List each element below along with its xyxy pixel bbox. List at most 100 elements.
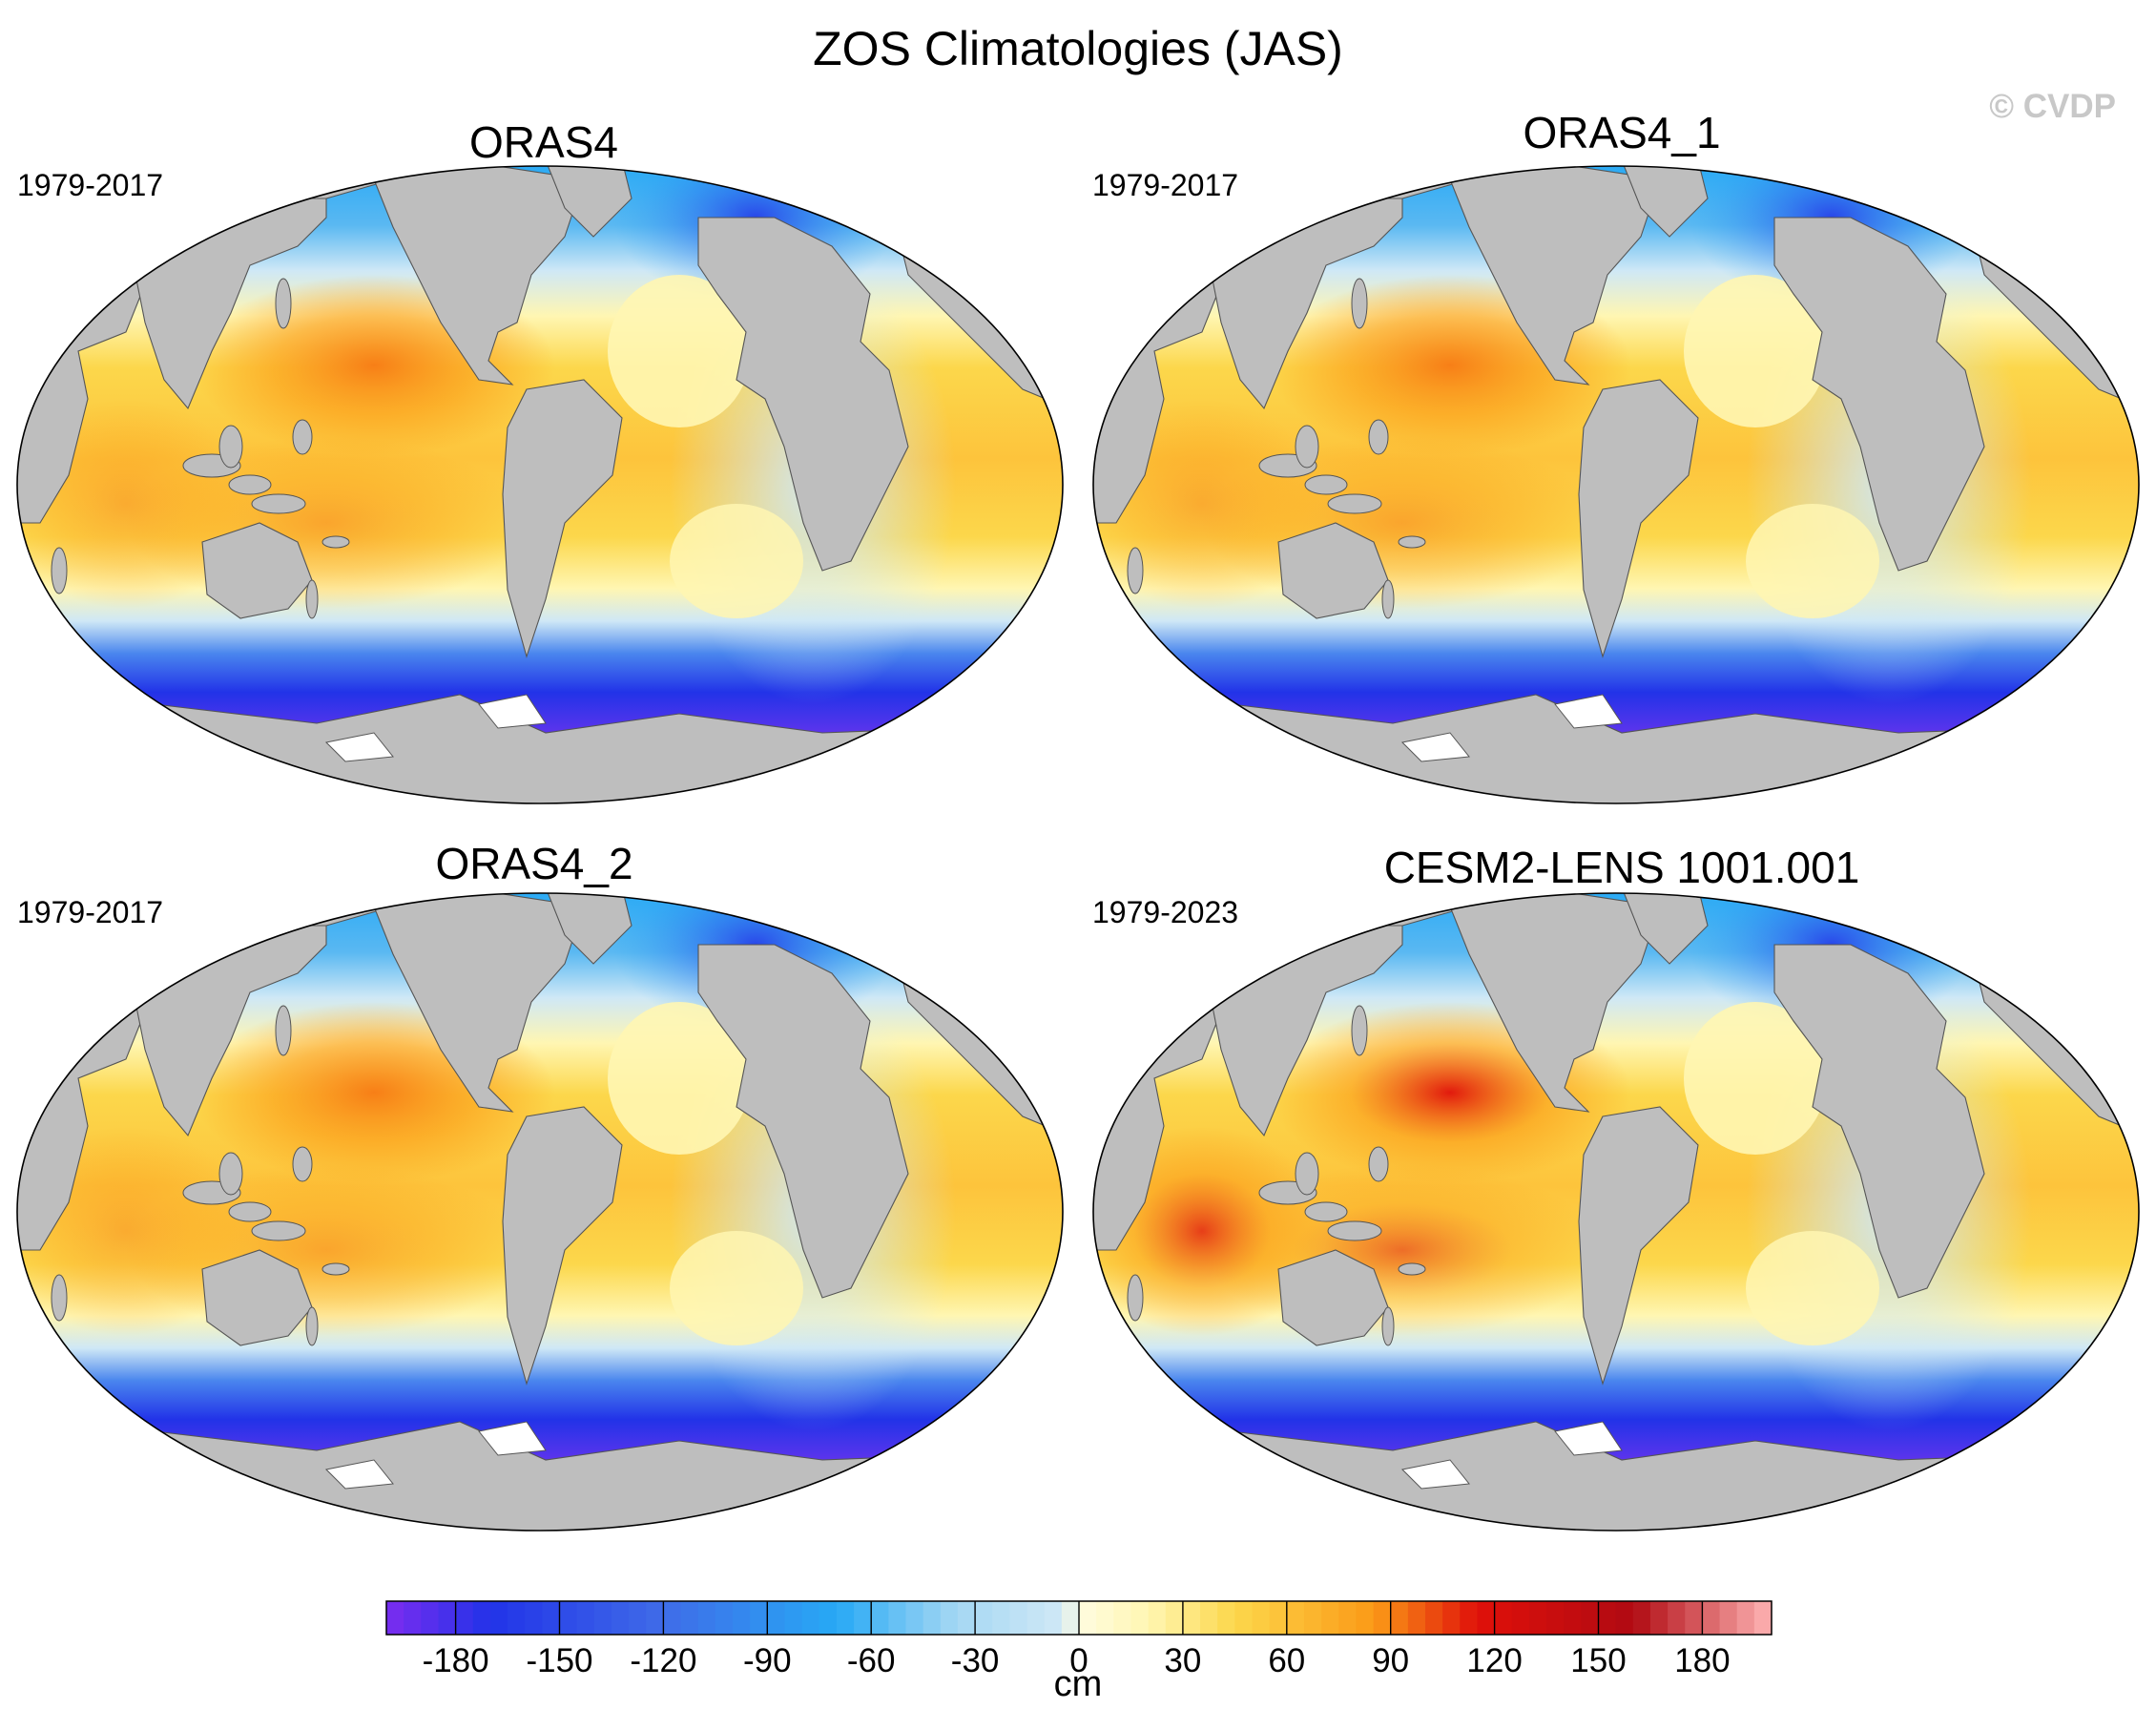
colorbar-tick-label: -180 (423, 1642, 489, 1679)
colorbar-swatch (697, 1601, 716, 1635)
colorbar-swatch (1303, 1601, 1322, 1635)
colorbar-tick-label: 150 (1570, 1642, 1626, 1679)
colorbar-swatch (733, 1601, 751, 1635)
colorbar-swatch (421, 1601, 440, 1635)
colorbar-swatch (1598, 1601, 1617, 1635)
island (1327, 493, 1382, 514)
panel-period-2: 1979-2017 (1092, 168, 1239, 202)
land-mass (545, 893, 632, 965)
colorbar-swatch (1581, 1601, 1600, 1635)
colorbar-tick-label: 90 (1372, 1642, 1409, 1679)
land-mass (697, 217, 909, 572)
colorbar-swatch (438, 1601, 457, 1635)
island (251, 493, 306, 514)
map-panel-2 (1092, 165, 2140, 804)
ice-shelf (1554, 1421, 1623, 1456)
colorbar-swatch (611, 1601, 630, 1635)
island (1127, 1274, 1144, 1322)
colorbar-swatch (975, 1601, 993, 1635)
colorbar-swatch (1649, 1601, 1669, 1635)
panel-period-1: 1979-2017 (17, 168, 164, 202)
colorbar-swatch (1338, 1601, 1357, 1635)
land-mass (1277, 1249, 1389, 1346)
island (228, 474, 272, 495)
island (1304, 1201, 1348, 1222)
island (51, 1274, 68, 1322)
island (1381, 1306, 1395, 1346)
island (321, 535, 350, 549)
island (305, 579, 319, 619)
colorbar-swatch (1702, 1601, 1721, 1635)
land-mass (502, 379, 623, 658)
panel-title-4: CESM2-LENS 1001.001 (1383, 843, 1860, 892)
colorbar-swatch (1026, 1601, 1046, 1635)
island (275, 1005, 292, 1056)
colorbar-swatch (1182, 1601, 1201, 1635)
colorbar-swatch (1736, 1601, 1755, 1635)
colorbar-swatch (957, 1601, 976, 1635)
colorbar-swatch (1632, 1601, 1651, 1635)
colorbar-swatch (767, 1601, 786, 1635)
colorbar-swatch (1061, 1601, 1080, 1635)
colorbar-swatch (576, 1601, 595, 1635)
ice-shelf (478, 1421, 547, 1456)
colorbar-swatch (1668, 1601, 1686, 1635)
ice-shelf (293, 166, 455, 170)
colorbar-swatch (1321, 1601, 1339, 1635)
land-mass (502, 1106, 623, 1386)
colorbar-swatch (1528, 1601, 1547, 1635)
ice-shelf (478, 694, 547, 729)
colorbar-swatch (1494, 1601, 1513, 1635)
island (321, 1262, 350, 1276)
colorbar-swatch (1373, 1601, 1392, 1635)
colorbar-swatch (1200, 1601, 1218, 1635)
map-outline (1092, 165, 2140, 804)
colorbar-swatch (559, 1601, 578, 1635)
colorbar-swatch (404, 1601, 422, 1635)
map-outline (1092, 892, 2140, 1532)
colorbar-swatch (1511, 1601, 1530, 1635)
colorbar-swatch (1079, 1601, 1097, 1635)
land-mass (545, 166, 632, 238)
ice-shelf (293, 893, 455, 897)
island (305, 1306, 319, 1346)
island (228, 1201, 272, 1222)
colorbar-swatch (646, 1601, 664, 1635)
colorbar-swatch (1460, 1601, 1479, 1635)
colorbar-swatch (1096, 1601, 1114, 1635)
colorbar-swatch (1234, 1601, 1254, 1635)
colorbar-swatch (1286, 1601, 1305, 1635)
colorbar-tick-label: 60 (1268, 1642, 1305, 1679)
ice-shelf (1554, 694, 1623, 729)
colorbar-swatch (542, 1601, 561, 1635)
island (292, 419, 313, 455)
land-mass (1621, 166, 1709, 238)
colorbar-swatch (1615, 1601, 1634, 1635)
colorbar-swatch (472, 1601, 491, 1635)
colorbar-swatch (992, 1601, 1010, 1635)
colorbar-swatch (1390, 1601, 1409, 1635)
colorbar-swatch (1442, 1601, 1461, 1635)
colorbar-swatch (508, 1601, 526, 1635)
panel-title-1: ORAS4 (469, 117, 618, 167)
island (51, 547, 68, 594)
island (1398, 1262, 1426, 1276)
colorbar-swatch (854, 1601, 872, 1635)
colorbar-swatch (905, 1601, 924, 1635)
colorbar-tick-label: -150 (526, 1642, 592, 1679)
colorbar-tick-label: -30 (951, 1642, 1000, 1679)
island (1351, 278, 1368, 329)
colorbar-swatch (386, 1601, 404, 1635)
colorbar-swatch (819, 1601, 838, 1635)
island (275, 278, 292, 329)
island (1304, 474, 1348, 495)
island (292, 1146, 313, 1182)
colorbar-swatch (1044, 1601, 1063, 1635)
island (1368, 1146, 1389, 1182)
colorbar-swatch (1719, 1601, 1738, 1635)
colorbar-swatch (1009, 1601, 1028, 1635)
colorbar-swatch (784, 1601, 803, 1635)
panel-period-4: 1979-2023 (1092, 895, 1239, 929)
island (218, 1152, 243, 1196)
land-mass (1578, 379, 1699, 658)
